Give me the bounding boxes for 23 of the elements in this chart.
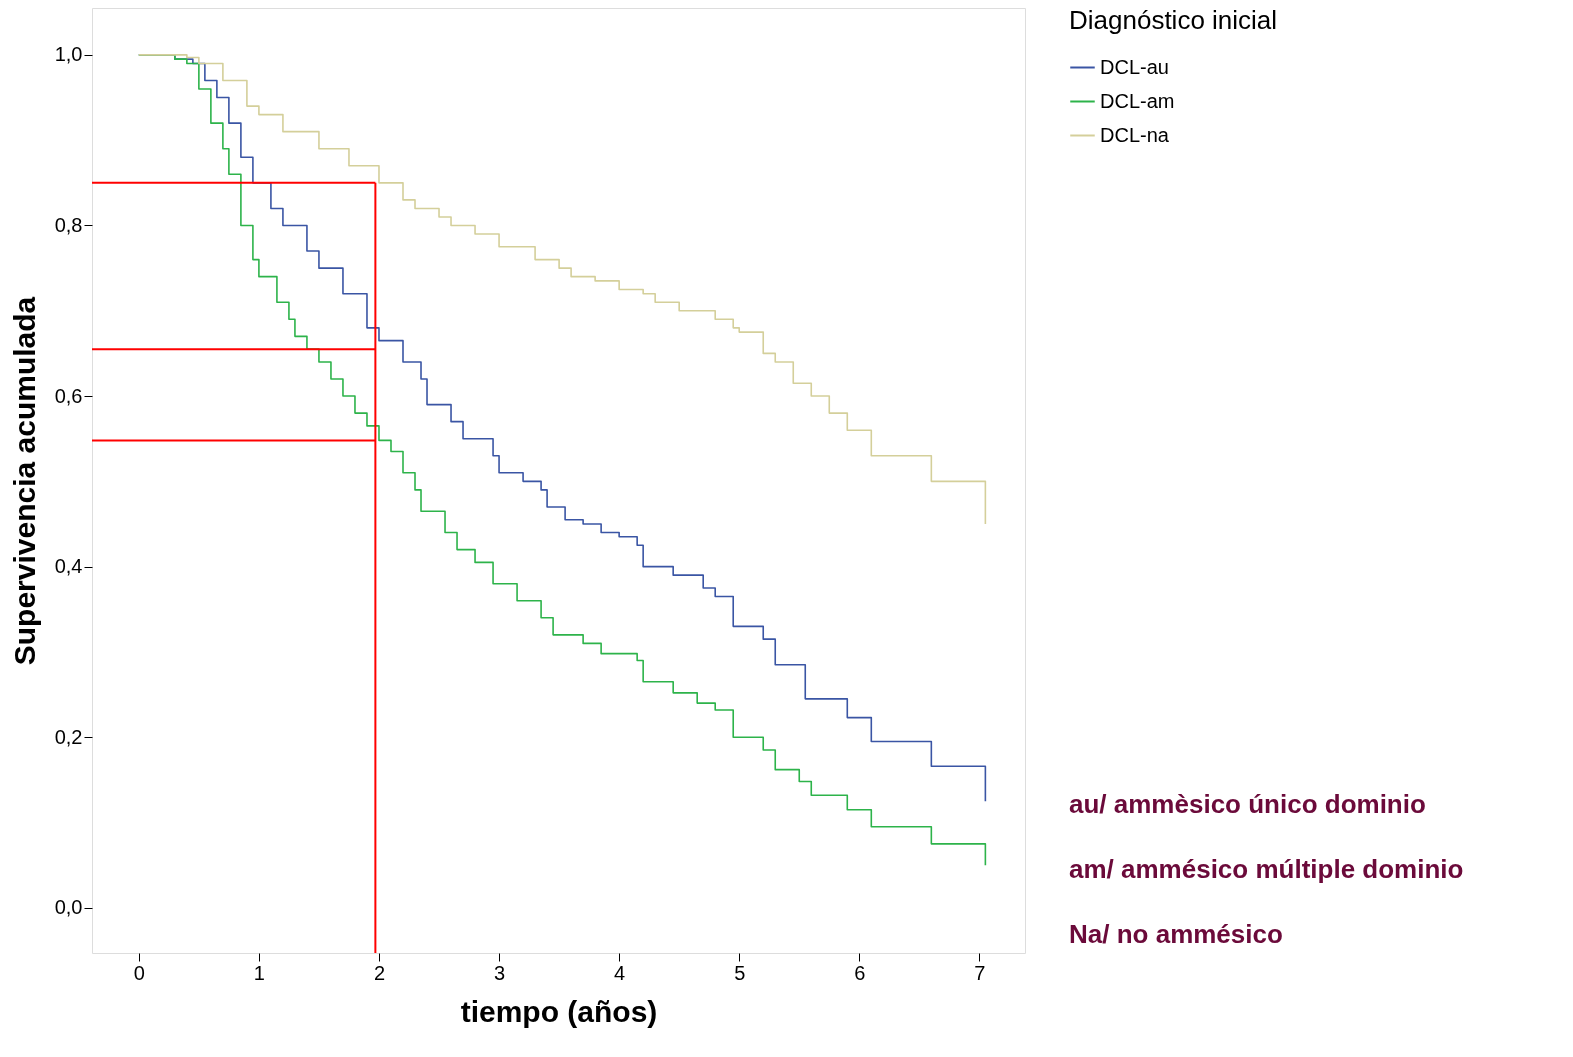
y-tick-label: 0,6	[54, 384, 83, 407]
legend-title: Diagnóstico inicial	[1069, 5, 1278, 35]
y-axis-title: Supervivencia acumulada	[7, 296, 41, 666]
x-tick-label: 2	[373, 961, 386, 984]
x-tick-label: 6	[854, 961, 866, 984]
text: Na/ no ammésico	[1069, 919, 1283, 949]
text: au/ ammèsico único dominio	[1069, 789, 1426, 819]
legend-label: DCL-am	[1100, 89, 1175, 112]
x-tick-label: 3	[494, 961, 506, 984]
x-tick-label: 4	[614, 961, 626, 984]
x-tick-label: 7	[974, 961, 986, 984]
x-tick-label: 5	[734, 961, 746, 984]
legend-label: DCL-au	[1100, 55, 1169, 78]
y-tick-label: 0,8	[54, 213, 83, 236]
y-tick-label: 0,4	[54, 555, 83, 578]
y-tick-label: 0,2	[54, 725, 83, 748]
y-tick-label: 1,0	[54, 43, 83, 66]
x-axis-title: tiempo (años)	[460, 994, 658, 1028]
legend-label: DCL-na	[1100, 123, 1170, 146]
x-tick-label: 0	[133, 961, 145, 984]
x-tick-label: 1	[253, 961, 265, 984]
y-tick-label: 0,0	[54, 896, 83, 919]
text: am/ ammésico múltiple dominio	[1069, 854, 1464, 884]
